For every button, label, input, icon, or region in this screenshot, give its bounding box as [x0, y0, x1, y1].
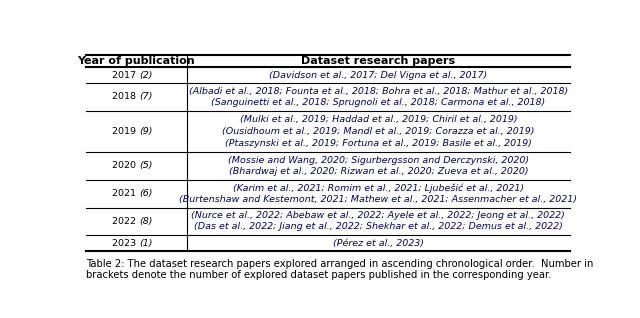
Text: (9): (9) [139, 127, 152, 136]
Text: (Albadi et al., 2018; Founta et al., 2018; Bohra et al., 2018; Mathur et al., 20: (Albadi et al., 2018; Founta et al., 201… [189, 87, 568, 96]
Text: (Nurce et al., 2022; Abebaw et al., 2022; Ayele et al., 2022; Jeong et al., 2022: (Nurce et al., 2022; Abebaw et al., 2022… [191, 211, 565, 220]
Text: (Karim et al., 2021; Romim et al., 2021; Ljubešić et al., 2021): (Karim et al., 2021; Romim et al., 2021;… [233, 183, 524, 193]
Text: (Burtenshaw and Kestemont, 2021; Mathew et al., 2021; Assenmacher et al., 2021): (Burtenshaw and Kestemont, 2021; Mathew … [179, 195, 577, 204]
Text: (1): (1) [139, 239, 152, 248]
Text: 2019: 2019 [112, 127, 139, 136]
Text: 2020: 2020 [112, 162, 139, 170]
Text: (Ousidhoum et al., 2019; Mandl et al., 2019; Corazza et al., 2019): (Ousidhoum et al., 2019; Mandl et al., 2… [222, 127, 534, 136]
Text: (2): (2) [139, 71, 152, 80]
Text: 2023: 2023 [111, 239, 139, 248]
Text: Year of publication: Year of publication [77, 56, 195, 66]
Text: (Mulki et al., 2019; Haddad et al., 2019; Chiril et al., 2019): (Mulki et al., 2019; Haddad et al., 2019… [239, 115, 517, 124]
Text: (Pérez et al., 2023): (Pérez et al., 2023) [333, 239, 424, 248]
Text: (Das et al., 2022; Jiang et al., 2022; Shekhar et al., 2022; Demus et al., 2022): (Das et al., 2022; Jiang et al., 2022; S… [194, 222, 563, 232]
Text: (6): (6) [139, 189, 152, 198]
Text: 2022: 2022 [112, 217, 139, 226]
Text: (Davidson et al., 2017; Del Vigna et al., 2017): (Davidson et al., 2017; Del Vigna et al.… [269, 71, 488, 80]
Text: (Mossie and Wang, 2020; Sigurbergsson and Derczynski, 2020): (Mossie and Wang, 2020; Sigurbergsson an… [228, 156, 529, 165]
Text: (Sanguinetti et al., 2018; Sprugnoli et al., 2018; Carmona et al., 2018): (Sanguinetti et al., 2018; Sprugnoli et … [211, 98, 545, 107]
Text: Table 2: The dataset research papers explored arranged in ascending chronologica: Table 2: The dataset research papers exp… [86, 259, 593, 280]
Text: 2017: 2017 [112, 71, 139, 80]
Text: Dataset research papers: Dataset research papers [301, 56, 456, 66]
Text: (7): (7) [139, 93, 152, 101]
Text: 2018: 2018 [112, 93, 139, 101]
Text: 2021: 2021 [112, 189, 139, 198]
Text: (8): (8) [139, 217, 152, 226]
Text: (5): (5) [139, 162, 152, 170]
Text: (Ptaszynski et al., 2019; Fortuna et al., 2019; Basile et al., 2019): (Ptaszynski et al., 2019; Fortuna et al.… [225, 139, 532, 148]
Text: (Bhardwaj et al., 2020; Rizwan et al., 2020; Zueva et al., 2020): (Bhardwaj et al., 2020; Rizwan et al., 2… [228, 167, 528, 176]
